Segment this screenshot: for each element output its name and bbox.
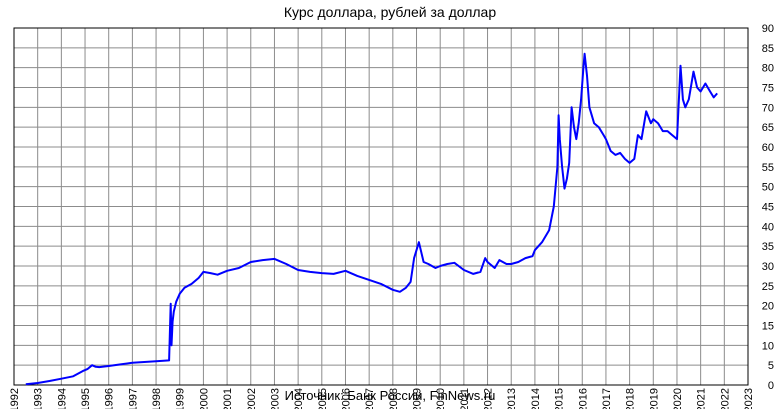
y-tick-label: 60 — [762, 142, 774, 154]
y-tick-label: 55 — [762, 162, 774, 174]
y-tick-label: 45 — [762, 202, 774, 214]
x-tick-label: 2013 — [506, 388, 518, 409]
x-tick-label: 2001 — [222, 388, 234, 409]
x-tick-label: 2011 — [459, 388, 471, 409]
x-tick-label: 1993 — [33, 388, 45, 409]
y-axis: 0 5 10 15 20 25 30 35 40 45 50 55 60 65 70 75 80 85 90 — [762, 23, 774, 392]
x-tick-label: 2002 — [246, 388, 258, 409]
x-tick-label: 2000 — [198, 388, 210, 409]
chart-title: Курс доллара, рублей за доллар — [283, 4, 497, 20]
x-tick-label: 2006 — [340, 388, 352, 409]
x-tick-label: 2023 — [743, 388, 755, 409]
x-tick-label: 1999 — [175, 388, 187, 409]
y-tick-label: 70 — [762, 102, 774, 114]
y-tick-label: 80 — [762, 63, 774, 75]
x-tick-label: 2020 — [672, 388, 684, 409]
x-tick-label: 1997 — [127, 388, 139, 409]
x-tick-label: 2021 — [696, 388, 708, 409]
x-tick-label: 2014 — [530, 388, 542, 409]
y-tick-label: 0 — [768, 380, 774, 392]
x-tick-label: 2012 — [483, 388, 495, 409]
x-tick-label: 2003 — [269, 388, 281, 409]
series-line-usd-rub — [25, 52, 718, 386]
x-tick-label: 2008 — [388, 388, 400, 409]
y-tick-label: 50 — [762, 182, 774, 194]
x-tick-label: 1992 — [9, 388, 21, 409]
x-axis: 1992 1993 1994 1995 1996 1997 1998 1999 2000 2001… — [9, 388, 755, 409]
y-tick-label: 65 — [762, 122, 774, 134]
y-tick-label: 30 — [762, 261, 774, 273]
y-tick-label: 40 — [762, 221, 774, 233]
y-tick-label: 85 — [762, 43, 774, 55]
x-tick-label: 2009 — [412, 388, 424, 409]
y-tick-label: 35 — [762, 241, 774, 253]
x-tick-label: 1994 — [56, 388, 68, 409]
plot-border — [13, 27, 749, 386]
x-tick-label: 2007 — [364, 388, 376, 409]
y-tick-label: 5 — [768, 360, 774, 372]
y-tick-label: 75 — [762, 83, 774, 95]
x-tick-label: 2010 — [435, 388, 447, 409]
chart-source: Источник: Банк России, FinNews.ru — [284, 388, 496, 403]
x-tick-label: 2019 — [648, 388, 660, 409]
y-tick-label: 10 — [762, 340, 774, 352]
x-tick-label: 1998 — [151, 388, 163, 409]
x-tick-label: 2005 — [317, 388, 329, 409]
y-tick-label: 15 — [762, 321, 774, 333]
x-tick-label: 1995 — [80, 388, 92, 409]
y-tick-label: 25 — [762, 281, 774, 293]
x-tick-label: 2016 — [577, 388, 589, 409]
x-tick-label: 2018 — [625, 388, 637, 409]
x-tick-label: 2015 — [554, 388, 566, 409]
y-tick-label: 20 — [762, 301, 774, 313]
x-tick-label: 2004 — [293, 388, 305, 409]
x-tick-label: 2022 — [719, 388, 731, 409]
x-tick-label: 1996 — [104, 388, 116, 409]
x-tick-label: 2017 — [601, 388, 613, 409]
y-tick-label: 90 — [762, 23, 774, 35]
